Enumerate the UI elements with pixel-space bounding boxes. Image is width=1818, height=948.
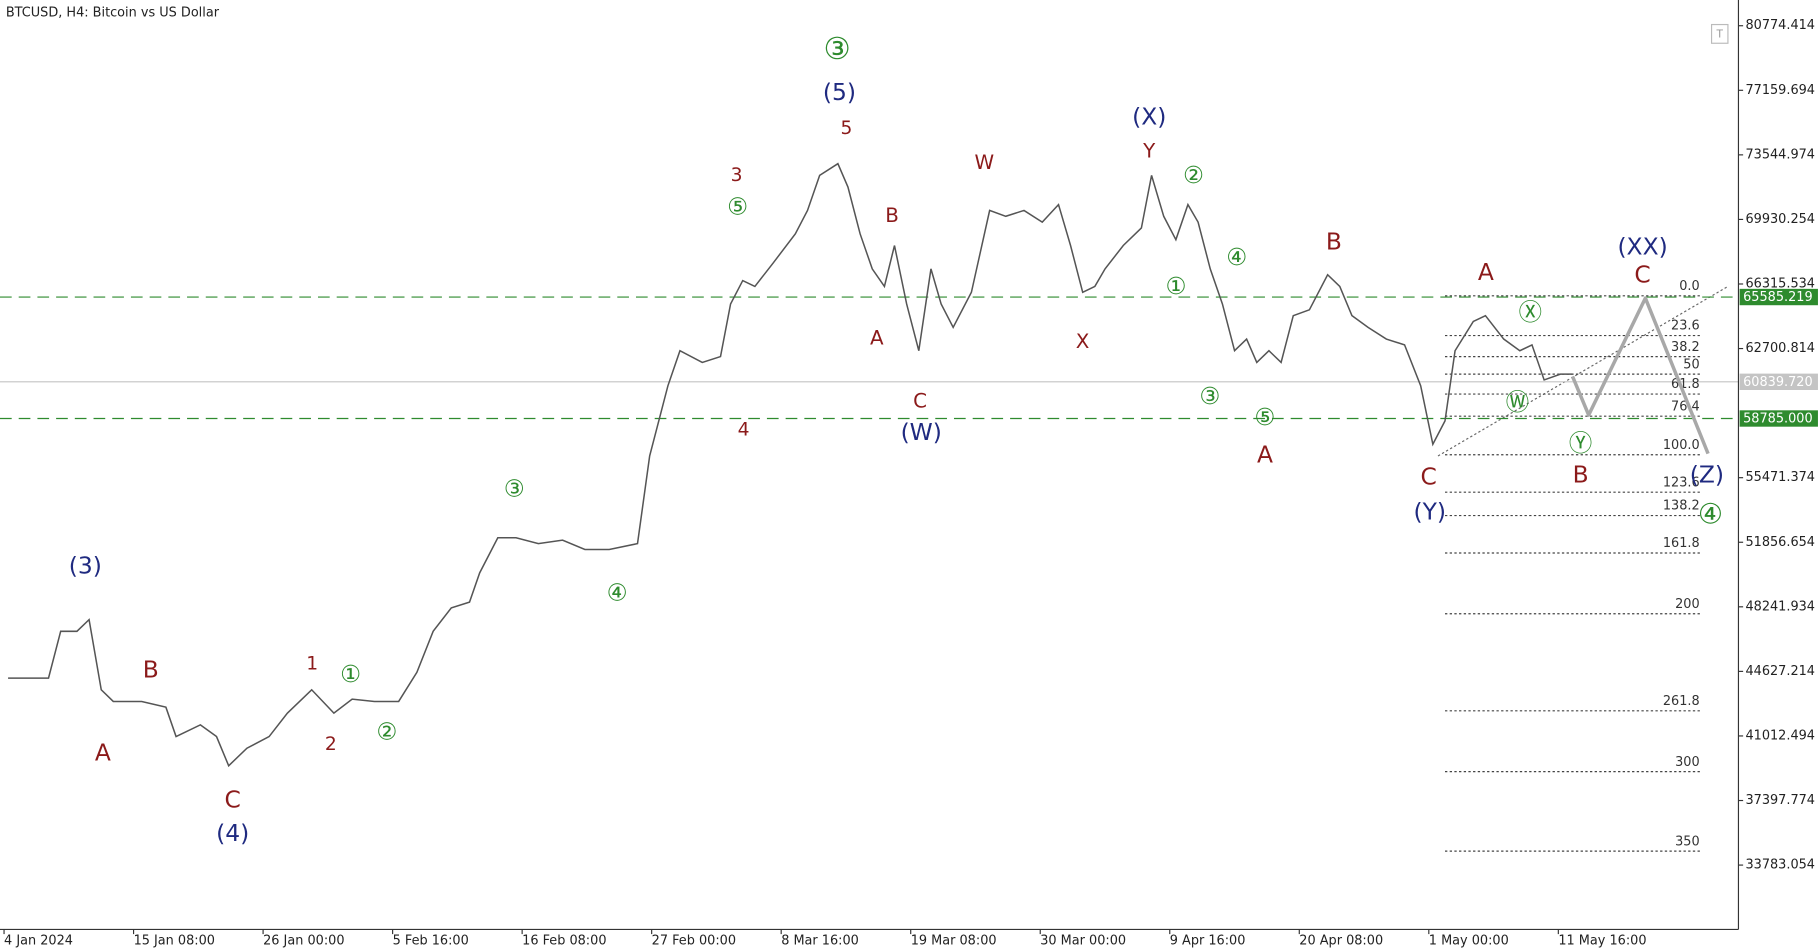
wave-label: 3 bbox=[731, 165, 743, 186]
wave-label: B bbox=[1573, 460, 1589, 488]
wave-label: B bbox=[143, 656, 159, 684]
wave-label: ② bbox=[1183, 161, 1204, 189]
wave-label: (3) bbox=[69, 552, 102, 580]
y-tick-label: 44627.214 bbox=[1745, 664, 1815, 679]
wave-label: Ⓧ bbox=[1519, 298, 1542, 326]
axis-panel bbox=[1738, 0, 1818, 948]
wave-label: ④ bbox=[1226, 243, 1247, 271]
wave-label: A bbox=[870, 327, 884, 350]
axis-panel-bottom bbox=[0, 929, 1818, 948]
wave-label: 2 bbox=[325, 734, 337, 755]
y-tick-label: 51856.654 bbox=[1745, 535, 1815, 550]
wave-label: A bbox=[95, 739, 111, 767]
price-line bbox=[8, 162, 1573, 768]
wave-label: ④ bbox=[1698, 498, 1723, 531]
fib-label: 23.6 bbox=[1671, 319, 1700, 334]
fib-label: 61.8 bbox=[1671, 377, 1700, 392]
wave-label: ② bbox=[376, 718, 397, 746]
wave-label: C bbox=[1420, 463, 1436, 491]
wave-label: A bbox=[1257, 440, 1273, 468]
fib-label: 300 bbox=[1675, 755, 1700, 770]
fib-label: 123.6 bbox=[1663, 475, 1700, 490]
y-tick-label: 69930.254 bbox=[1745, 212, 1815, 227]
fib-label: 50 bbox=[1683, 357, 1699, 372]
wave-label: A bbox=[1478, 258, 1494, 286]
wave-label: 5 bbox=[840, 118, 852, 139]
wave-label: (W) bbox=[901, 418, 942, 446]
wave-label: W bbox=[975, 151, 995, 174]
y-tick-label: 37397.774 bbox=[1745, 793, 1815, 808]
x-tick-label: 1 May 00:00 bbox=[1429, 934, 1509, 948]
wave-label: 4 bbox=[738, 420, 750, 441]
y-tick-label: 48241.934 bbox=[1745, 599, 1815, 614]
wave-label: (X) bbox=[1132, 103, 1166, 131]
wave-label: Ⓦ bbox=[1506, 388, 1529, 416]
wave-label: (Y) bbox=[1414, 498, 1447, 526]
projection-line bbox=[1570, 296, 1710, 455]
price-tag-label: 58785.000 bbox=[1743, 412, 1813, 427]
x-tick-label: 16 Feb 08:00 bbox=[522, 934, 606, 948]
x-tick-label: 8 Mar 16:00 bbox=[781, 934, 859, 948]
wave-label: ① bbox=[1166, 272, 1187, 300]
price-tag bbox=[1739, 373, 1818, 390]
toolbar-icon[interactable] bbox=[1710, 23, 1729, 44]
fib-label: 138.2 bbox=[1663, 499, 1700, 514]
wave-label: C bbox=[913, 390, 927, 413]
x-tick-label: 30 Mar 00:00 bbox=[1040, 934, 1126, 948]
wave-label: Y bbox=[1142, 139, 1156, 162]
wave-label: X bbox=[1076, 330, 1090, 353]
x-tick-label: 4 Jan 2024 bbox=[4, 934, 73, 948]
wave-label: (Z) bbox=[1690, 460, 1724, 488]
price-tag-label: 60839.720 bbox=[1743, 375, 1813, 390]
price-tag bbox=[1739, 288, 1818, 306]
y-tick-label: 41012.494 bbox=[1745, 728, 1815, 743]
y-tick-label: 77159.694 bbox=[1745, 83, 1815, 98]
y-tick-label: 33783.054 bbox=[1745, 858, 1815, 873]
wave-label: ⑤ bbox=[727, 193, 748, 221]
y-tick-label: 73544.974 bbox=[1745, 147, 1815, 162]
y-tick-label: 80774.414 bbox=[1745, 18, 1815, 33]
wave-label: ③ bbox=[1200, 382, 1221, 410]
fib-label: 100.0 bbox=[1663, 438, 1700, 453]
toolbar-icon-glyph: T bbox=[1716, 28, 1724, 40]
chart-title: BTCUSD, H4: Bitcoin vs US Dollar bbox=[6, 5, 220, 20]
wave-label: B bbox=[1326, 228, 1342, 256]
wave-label: C bbox=[224, 785, 240, 813]
x-tick-label: 9 Apr 16:00 bbox=[1170, 934, 1246, 948]
y-tick-label: 55471.374 bbox=[1745, 470, 1815, 485]
x-tick-label: 26 Jan 00:00 bbox=[263, 934, 344, 948]
fib-label: 200 bbox=[1675, 597, 1700, 612]
x-tick-label: 5 Feb 16:00 bbox=[393, 934, 469, 948]
x-tick-label: 27 Feb 00:00 bbox=[652, 934, 736, 948]
wave-label: ④ bbox=[607, 578, 628, 606]
y-tick-label: 66315.534 bbox=[1745, 276, 1815, 291]
y-tick-label: 62700.814 bbox=[1745, 341, 1815, 356]
wave-label: ⑤ bbox=[1254, 403, 1275, 431]
x-tick-label: 20 Apr 08:00 bbox=[1299, 934, 1383, 948]
wave-label: Ⓨ bbox=[1569, 429, 1592, 457]
fib-label: 0.0 bbox=[1679, 279, 1699, 294]
fib-label: 350 bbox=[1675, 834, 1700, 849]
price-tag-label: 65585.219 bbox=[1743, 290, 1813, 305]
wave-label: (4) bbox=[216, 819, 249, 847]
wave-label: (XX) bbox=[1617, 232, 1667, 260]
wave-label: B bbox=[885, 204, 899, 227]
fib-label: 38.2 bbox=[1671, 340, 1700, 355]
x-tick-label: 15 Jan 08:00 bbox=[134, 934, 215, 948]
wave-label: ③ bbox=[504, 474, 525, 502]
wave-label: 1 bbox=[306, 654, 318, 675]
wave-label: ③ bbox=[823, 32, 850, 67]
fib-label: 261.8 bbox=[1663, 694, 1700, 709]
fib-label: 161.8 bbox=[1663, 536, 1700, 551]
wave-label: C bbox=[1634, 260, 1650, 288]
x-tick-label: 11 May 16:00 bbox=[1558, 934, 1646, 948]
x-tick-label: 19 Mar 08:00 bbox=[911, 934, 997, 948]
wave-label: ① bbox=[340, 660, 361, 688]
price-tag bbox=[1739, 410, 1818, 427]
wave-label: (5) bbox=[823, 78, 856, 106]
